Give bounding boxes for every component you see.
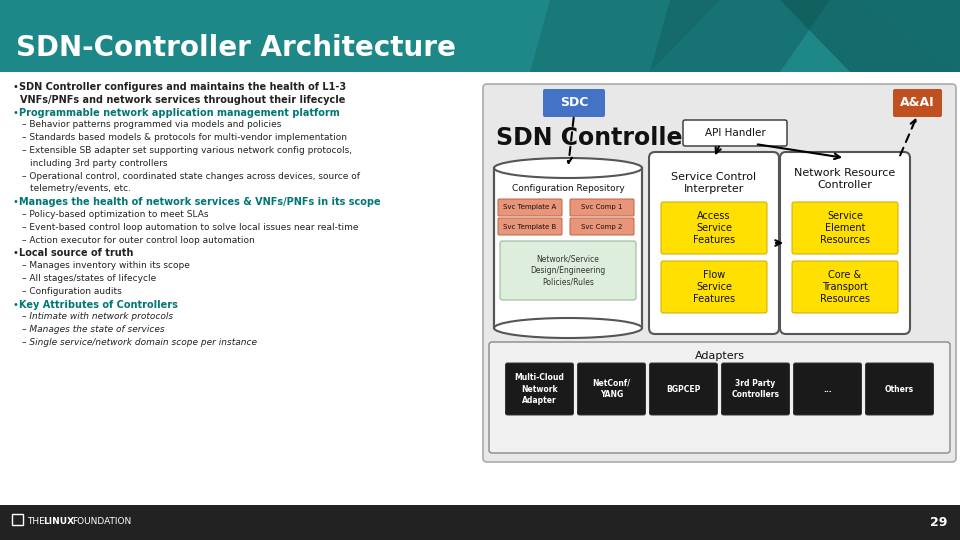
Text: Core &
Transport
Resources: Core & Transport Resources	[820, 269, 870, 305]
Text: •: •	[12, 248, 18, 259]
Polygon shape	[530, 0, 720, 72]
FancyBboxPatch shape	[893, 89, 942, 117]
FancyBboxPatch shape	[866, 363, 933, 415]
Text: – All stages/states of lifecycle: – All stages/states of lifecycle	[22, 274, 156, 283]
Text: •: •	[12, 300, 18, 309]
Text: SDC: SDC	[560, 97, 588, 110]
Text: – Action executor for outer control loop automation: – Action executor for outer control loop…	[22, 235, 254, 245]
Text: Others: Others	[885, 384, 914, 394]
Ellipse shape	[494, 158, 642, 178]
Text: •: •	[12, 197, 18, 207]
Bar	[494, 168, 642, 328]
Text: – Event-based control loop automation to solve local issues near real-time: – Event-based control loop automation to…	[22, 223, 358, 232]
FancyBboxPatch shape	[780, 152, 910, 334]
Text: Network/Service
Design/Engineering
Policies/Rules: Network/Service Design/Engineering Polic…	[530, 254, 606, 287]
Text: 3rd Party
Controllers: 3rd Party Controllers	[732, 379, 780, 399]
Polygon shape	[860, 0, 960, 72]
Text: •: •	[12, 107, 18, 118]
FancyBboxPatch shape	[792, 261, 898, 313]
Text: Key Attributes of Controllers: Key Attributes of Controllers	[19, 300, 178, 309]
Text: Svc Comp 1: Svc Comp 1	[581, 205, 623, 211]
Bar	[12, 514, 23, 525]
Text: Network Resource
Controller: Network Resource Controller	[794, 168, 896, 191]
Text: Flow
Service
Features: Flow Service Features	[693, 269, 735, 305]
FancyBboxPatch shape	[506, 363, 573, 415]
Text: Configuration Repository: Configuration Repository	[512, 184, 624, 193]
Polygon shape	[650, 0, 830, 72]
Text: Service Control
Interpreter: Service Control Interpreter	[671, 172, 756, 194]
FancyBboxPatch shape	[578, 363, 645, 415]
Text: SDN Controller configures and maintains the health of L1-3: SDN Controller configures and maintains …	[19, 82, 347, 92]
FancyBboxPatch shape	[650, 363, 717, 415]
Text: – Manages inventory within its scope: – Manages inventory within its scope	[22, 261, 190, 270]
FancyBboxPatch shape	[543, 89, 605, 117]
Polygon shape	[780, 0, 960, 72]
Text: VNFs/PNFs and network services throughout their lifecycle: VNFs/PNFs and network services throughou…	[20, 95, 346, 105]
Text: LINUX: LINUX	[43, 517, 74, 526]
FancyBboxPatch shape	[683, 120, 787, 146]
FancyBboxPatch shape	[498, 218, 562, 235]
Text: – Configuration audits: – Configuration audits	[22, 287, 122, 296]
Text: •: •	[12, 82, 18, 92]
Text: Svc Template B: Svc Template B	[503, 224, 557, 230]
FancyBboxPatch shape	[661, 202, 767, 254]
Bar	[0, 505, 960, 540]
Text: telemetry/events, etc.: telemetry/events, etc.	[30, 184, 131, 193]
Text: Service
Element
Resources: Service Element Resources	[820, 211, 870, 245]
Text: 29: 29	[929, 516, 947, 529]
Text: – Standards based models & protocols for multi-vendor implementation: – Standards based models & protocols for…	[22, 133, 347, 142]
Text: – Extensible SB adapter set supporting various network config protocols,: – Extensible SB adapter set supporting v…	[22, 146, 352, 155]
Text: – Single service/network domain scope per instance: – Single service/network domain scope pe…	[22, 338, 257, 347]
Text: Svc Template A: Svc Template A	[503, 205, 557, 211]
Text: Multi-Cloud
Network
Adapter: Multi-Cloud Network Adapter	[515, 373, 564, 404]
Text: – Behavior patterns programmed via models and policies: – Behavior patterns programmed via model…	[22, 120, 281, 130]
Text: FOUNDATION: FOUNDATION	[72, 517, 132, 526]
Text: including 3rd party controllers: including 3rd party controllers	[30, 159, 167, 168]
Text: Manages the health of network services & VNFs/PNFs in its scope: Manages the health of network services &…	[19, 197, 380, 207]
Text: Programmable network application management platform: Programmable network application managem…	[19, 107, 340, 118]
Text: NetConf/
YANG: NetConf/ YANG	[592, 379, 631, 399]
FancyBboxPatch shape	[483, 84, 956, 462]
Text: BGPCEP: BGPCEP	[666, 384, 701, 394]
Text: – Manages the state of services: – Manages the state of services	[22, 325, 164, 334]
FancyBboxPatch shape	[570, 218, 634, 235]
Text: Local source of truth: Local source of truth	[19, 248, 133, 259]
FancyBboxPatch shape	[661, 261, 767, 313]
Ellipse shape	[494, 318, 642, 338]
Text: – Operational control, coordinated state changes across devices, source of: – Operational control, coordinated state…	[22, 172, 360, 180]
Text: – Policy-based optimization to meet SLAs: – Policy-based optimization to meet SLAs	[22, 210, 208, 219]
Text: Svc Comp 2: Svc Comp 2	[582, 224, 623, 230]
Text: API Handler: API Handler	[705, 128, 765, 138]
Text: A&AI: A&AI	[900, 97, 935, 110]
Bar	[0, 0, 960, 72]
FancyBboxPatch shape	[500, 241, 636, 300]
Text: Access
Service
Features: Access Service Features	[693, 211, 735, 245]
FancyBboxPatch shape	[722, 363, 789, 415]
FancyBboxPatch shape	[570, 199, 634, 216]
Text: ...: ...	[823, 384, 831, 394]
FancyBboxPatch shape	[498, 199, 562, 216]
Text: – Intimate with network protocols: – Intimate with network protocols	[22, 313, 173, 321]
Text: Adapters: Adapters	[694, 351, 745, 361]
FancyBboxPatch shape	[649, 152, 779, 334]
Text: THE: THE	[27, 517, 45, 526]
Text: SDN-Controller Architecture: SDN-Controller Architecture	[16, 34, 456, 62]
FancyBboxPatch shape	[489, 342, 950, 453]
FancyBboxPatch shape	[794, 363, 861, 415]
Text: SDN Controller: SDN Controller	[496, 126, 694, 150]
FancyBboxPatch shape	[792, 202, 898, 254]
